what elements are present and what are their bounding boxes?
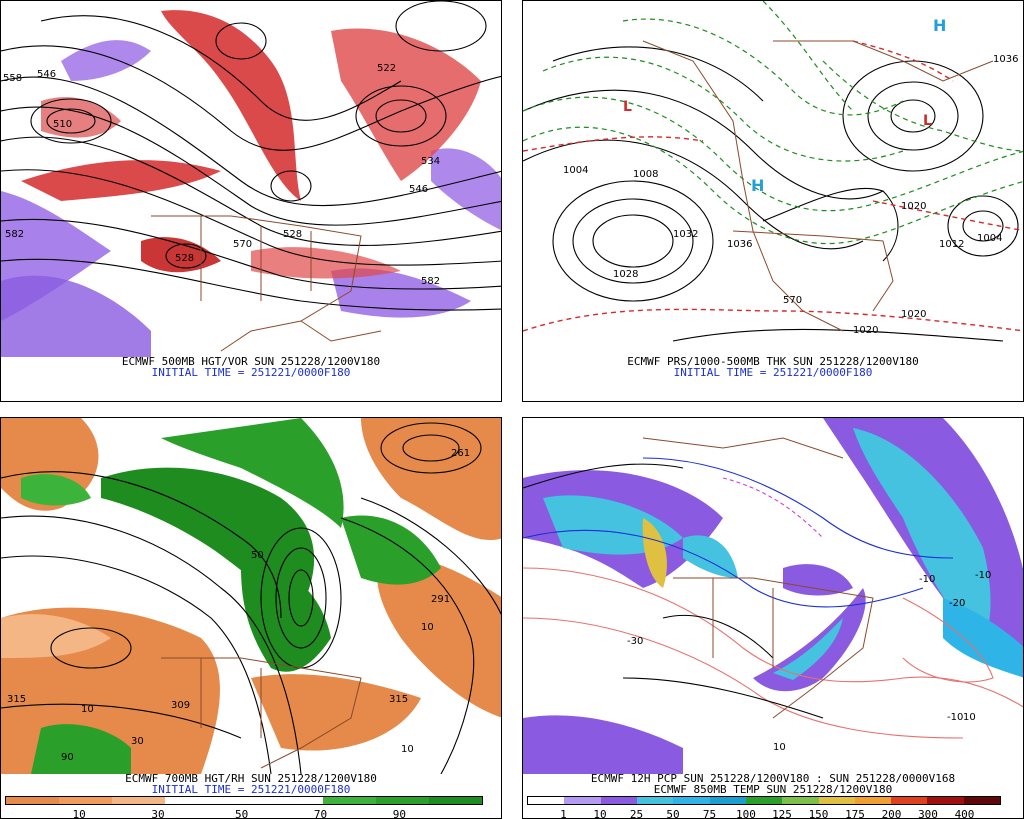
contour-label: 522: [377, 63, 396, 74]
contour-label: 315: [7, 694, 26, 705]
contour-label: 1004: [977, 233, 1002, 244]
contour-label: 1020: [853, 325, 878, 336]
contour-label: 10: [773, 742, 786, 753]
legend-tick: 400: [954, 808, 975, 819]
contour-label: 315: [389, 694, 408, 705]
panel-title: ECMWF 700MB HGT/RH SUN 251228/1200V180: [125, 772, 377, 785]
map-pcp: -10 -10 -20 -10 -30 10 10: [523, 418, 1023, 774]
contour-label: 291: [431, 594, 450, 605]
initial-time: INITIAL TIME = 251221/0000F180: [151, 783, 351, 796]
contour-label: 1020: [901, 201, 926, 212]
svg-text:L: L: [923, 113, 932, 129]
contour-label: 558: [3, 73, 22, 84]
legend-tick: 10: [593, 808, 607, 819]
legend-tick: 25: [629, 808, 644, 819]
contour-label: -10: [947, 712, 963, 723]
contour-label: 1008: [633, 169, 658, 180]
panel-subtitle: ECMWF 850MB TEMP SUN 251228/1200V180: [653, 783, 893, 796]
contour-label: 30: [131, 736, 144, 747]
contour-label: 261: [451, 448, 470, 459]
legend-tick: 100: [736, 808, 756, 819]
contour-label: 528: [175, 253, 194, 264]
contour-label: 570: [783, 295, 802, 306]
contour-label: 1004: [563, 165, 588, 176]
pcp-color-legend: [527, 796, 1001, 805]
pcp-legend-ticks: 1 10 25 50 75 100 125 150 175 200 300 40…: [527, 808, 1001, 819]
legend-tick: 1: [560, 808, 567, 819]
contour-label: 546: [409, 184, 428, 195]
legend-tick: 10: [72, 808, 86, 819]
map-700mb: 315 291 309 315 10 10 50 10 30 90 261: [1, 418, 501, 774]
contour-label: 10: [81, 704, 94, 715]
contour-label: 90: [61, 752, 74, 763]
rh-legend-ticks: 10 30 50 70 90: [5, 808, 483, 819]
legend-tick: 30: [151, 808, 165, 819]
contour-label: 582: [421, 276, 440, 287]
map-500mb: 546 558 510 534 546 570 582 582 528 528 …: [1, 1, 501, 357]
contour-label: 50: [251, 550, 264, 561]
legend-tick: 175: [845, 808, 865, 819]
map-mslp: L L H H 1004 1008 1028 1036 1012 1004 10…: [523, 1, 1023, 357]
legend-tick: 125: [772, 808, 792, 819]
svg-text:H: H: [933, 16, 946, 35]
svg-text:L: L: [623, 99, 632, 115]
contour-label: 546: [37, 69, 56, 80]
contour-label: 309: [171, 700, 190, 711]
legend-tick: 50: [666, 808, 680, 819]
legend-tick: 300: [918, 808, 938, 819]
contour-label: 1020: [901, 309, 926, 320]
initial-time: INITIAL TIME = 251221/0000F180: [151, 366, 351, 379]
contour-label: 1012: [939, 239, 964, 250]
svg-text:H: H: [751, 176, 764, 195]
panel-500mb-hgt-vor: 546 558 510 534 546 570 582 582 528 528 …: [0, 0, 502, 402]
contour-label: -20: [949, 598, 965, 609]
contour-label: 1036: [727, 239, 752, 250]
contour-label: 534: [421, 156, 440, 167]
panel-title: ECMWF PRS/1000-500MB THK SUN 251228/1200…: [627, 355, 919, 368]
contour-label: 10: [963, 712, 976, 723]
initial-time: INITIAL TIME = 251221/0000F180: [673, 366, 873, 379]
panel-12h-pcp-850-temp: -10 -10 -20 -10 -30 10 10 ECMWF 12H PCP …: [522, 417, 1024, 819]
panel-title: ECMWF 12H PCP SUN 251228/1200V180 : SUN …: [590, 772, 956, 785]
contour-label: 10: [421, 622, 434, 633]
contour-label: 510: [53, 119, 72, 130]
panel-700mb-hgt-rh: 315 291 309 315 10 10 50 10 30 90 261 EC…: [0, 417, 502, 819]
panel-title: ECMWF 500MB HGT/VOR SUN 251228/1200V180: [121, 355, 381, 368]
contour-label: 582: [5, 229, 24, 240]
legend-tick: 90: [392, 808, 406, 819]
contour-label: 1028: [613, 269, 638, 280]
contour-label: -10: [975, 570, 991, 581]
legend-tick: 200: [881, 808, 902, 819]
contour-label: 1032: [673, 229, 698, 240]
panel-mslp-thickness: L L H H 1004 1008 1028 1036 1012 1004 10…: [522, 0, 1024, 402]
legend-tick: 50: [234, 808, 249, 819]
legend-tick: 150: [808, 808, 829, 819]
contour-label: 528: [283, 229, 302, 240]
contour-label: 570: [233, 239, 252, 250]
contour-label: -10: [919, 574, 935, 585]
rh-color-legend: [5, 796, 483, 805]
legend-tick: 70: [313, 808, 328, 819]
contour-label: 1036: [993, 54, 1018, 65]
legend-tick: 75: [702, 808, 717, 819]
contour-label: 10: [401, 744, 414, 755]
contour-label: -30: [627, 636, 643, 647]
